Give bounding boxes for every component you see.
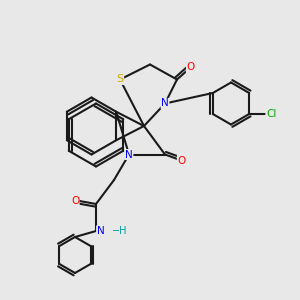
Text: S: S — [116, 74, 124, 85]
Text: N: N — [161, 98, 169, 109]
Text: O: O — [186, 62, 195, 73]
Text: N: N — [125, 149, 133, 160]
Text: −H: −H — [112, 226, 127, 236]
Text: N: N — [97, 226, 104, 236]
Text: O: O — [177, 155, 186, 166]
Text: Cl: Cl — [266, 109, 276, 119]
Text: O: O — [71, 196, 79, 206]
